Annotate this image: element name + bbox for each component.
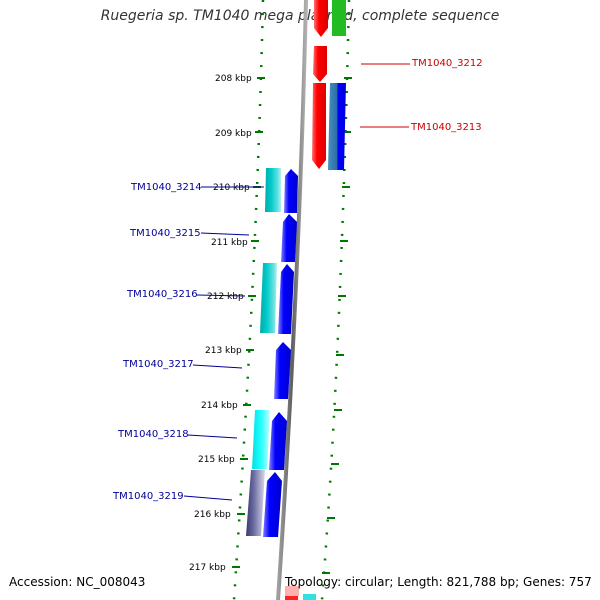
tick-label-210: 210 kbp	[213, 183, 250, 193]
gene-arrow-tm1040-3212[interactable]	[313, 46, 327, 82]
gene-label-tm1040-3216[interactable]: TM1040_3216	[126, 289, 198, 300]
label-leaders	[183, 63, 410, 501]
gene-label-tm1040-3215[interactable]: TM1040_3215	[129, 228, 201, 239]
gene-label-tm1040-3212[interactable]: TM1040_3212	[411, 58, 483, 69]
gene-arrow-tm1040-3216[interactable]	[278, 264, 294, 334]
gene-arrow-top-red[interactable]	[314, 0, 328, 37]
tick-label-213: 213 kbp	[205, 346, 242, 356]
gene-arrow-top-green[interactable]	[332, 0, 346, 36]
gene-arrow-tm1040-3218[interactable]	[269, 412, 287, 470]
gene-label-tm1040-3218[interactable]: TM1040_3218	[117, 429, 189, 440]
gene-arrow-tm1040-3219-purple[interactable]	[246, 470, 265, 536]
tick-label-214: 214 kbp	[201, 401, 238, 411]
gene-label-tm1040-3214[interactable]: TM1040_3214	[130, 182, 202, 193]
tick-label-216: 216 kbp	[194, 510, 231, 520]
inner-dotted-track	[232, 0, 265, 600]
gene-arrow-tm1040-3215[interactable]	[281, 214, 297, 262]
gene-label-tm1040-3217[interactable]: TM1040_3217	[122, 359, 194, 370]
tick-label-215: 215 kbp	[198, 455, 235, 465]
map-title: Ruegeria sp. TM1040 mega plasmid, comple…	[100, 8, 500, 24]
gene-arrow-tm1040-3213-blue[interactable]	[328, 83, 346, 170]
gene-arrow-tm1040-3214[interactable]	[284, 169, 298, 213]
gene-fragment-bottom-pink	[285, 586, 299, 596]
tick-label-209: 209 kbp	[215, 129, 252, 139]
gene-arrow-tm1040-3213-red[interactable]	[312, 83, 326, 169]
tick-label-217: 217 kbp	[189, 563, 226, 573]
gene-label-tm1040-3219[interactable]: TM1040_3219	[112, 491, 184, 502]
sequence-summary: Topology: circular; Length: 821,788 bp; …	[285, 575, 592, 589]
accession-label: Accession: NC_008043	[9, 575, 146, 589]
gene-arrow-tm1040-3217[interactable]	[274, 342, 291, 399]
tick-label-208: 208 kbp	[215, 74, 252, 84]
tick-label-212: 212 kbp	[207, 292, 244, 302]
gene-arrow-tm1040-3216-cyan[interactable]	[260, 263, 277, 333]
gene-arrow-bottom-cyan[interactable]	[303, 594, 316, 600]
tick-label-211: 211 kbp	[211, 238, 248, 248]
gene-arrow-bottom-red[interactable]	[285, 596, 298, 600]
gene-label-tm1040-3213[interactable]: TM1040_3213	[410, 122, 482, 133]
gene-arrow-tm1040-3218-cyan[interactable]	[252, 410, 270, 469]
outer-dotted-track	[320, 0, 351, 600]
plasmid-backbone	[276, 0, 308, 600]
gene-arrow-tm1040-3214-cyan[interactable]	[265, 168, 281, 212]
gene-arrow-tm1040-3219[interactable]	[263, 472, 282, 537]
tick-marks	[232, 77, 352, 574]
